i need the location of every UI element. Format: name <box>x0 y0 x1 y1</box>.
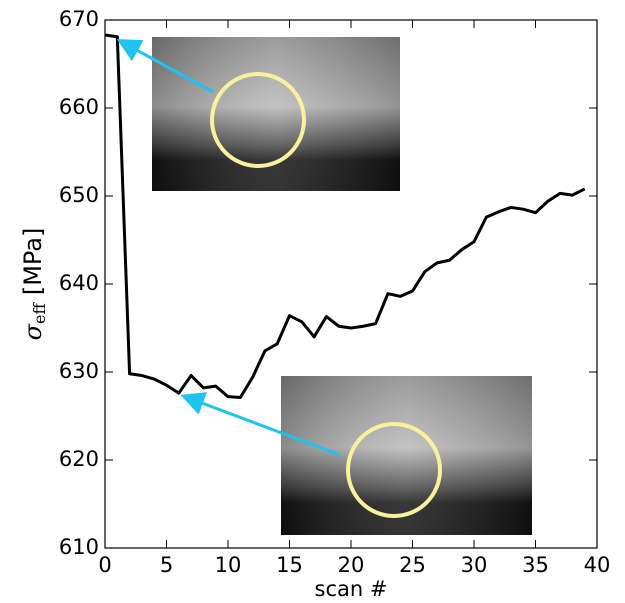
x-tick-label: 5 <box>160 553 173 577</box>
highlight-circle <box>210 72 306 168</box>
inset-shade <box>152 37 400 191</box>
x-tick-label: 25 <box>399 553 426 577</box>
inset-shade <box>281 376 532 535</box>
y-tick-label: 630 <box>59 359 99 383</box>
y-tick-label: 640 <box>59 271 99 295</box>
x-tick-label: 15 <box>276 553 303 577</box>
x-tick-label: 10 <box>215 553 242 577</box>
y-tick-label: 650 <box>59 183 99 207</box>
line <box>104 33 586 400</box>
plot <box>104 33 586 400</box>
y-tick-label: 660 <box>59 95 99 119</box>
y-label-unit: [MPa] <box>19 228 47 296</box>
x-tick-label: 35 <box>522 553 549 577</box>
y-tick-label: 610 <box>59 535 99 559</box>
ticks: 0 5 10 15 20 25 30 35 40 610 620 630 640 650 660 670 <box>59 7 610 577</box>
x-tick-label: 20 <box>338 553 365 577</box>
y-tick-label: 620 <box>59 447 99 471</box>
y-tick-label: 670 <box>59 7 99 31</box>
inset-bottom <box>281 376 532 535</box>
x-tick-label: 40 <box>584 553 611 577</box>
arrow <box>180 392 341 457</box>
x-tick-label: 0 <box>98 553 111 577</box>
y-axis-label: σeff [MPa] <box>19 228 49 341</box>
inset-top <box>152 37 400 191</box>
arrow <box>116 39 214 94</box>
highlight-circle <box>346 422 442 518</box>
x-tick-label: 30 <box>461 553 488 577</box>
x-axis-label: scan # <box>315 577 388 601</box>
y-label-symbol: σ <box>19 323 47 340</box>
y-label-subscript: eff <box>30 302 49 324</box>
